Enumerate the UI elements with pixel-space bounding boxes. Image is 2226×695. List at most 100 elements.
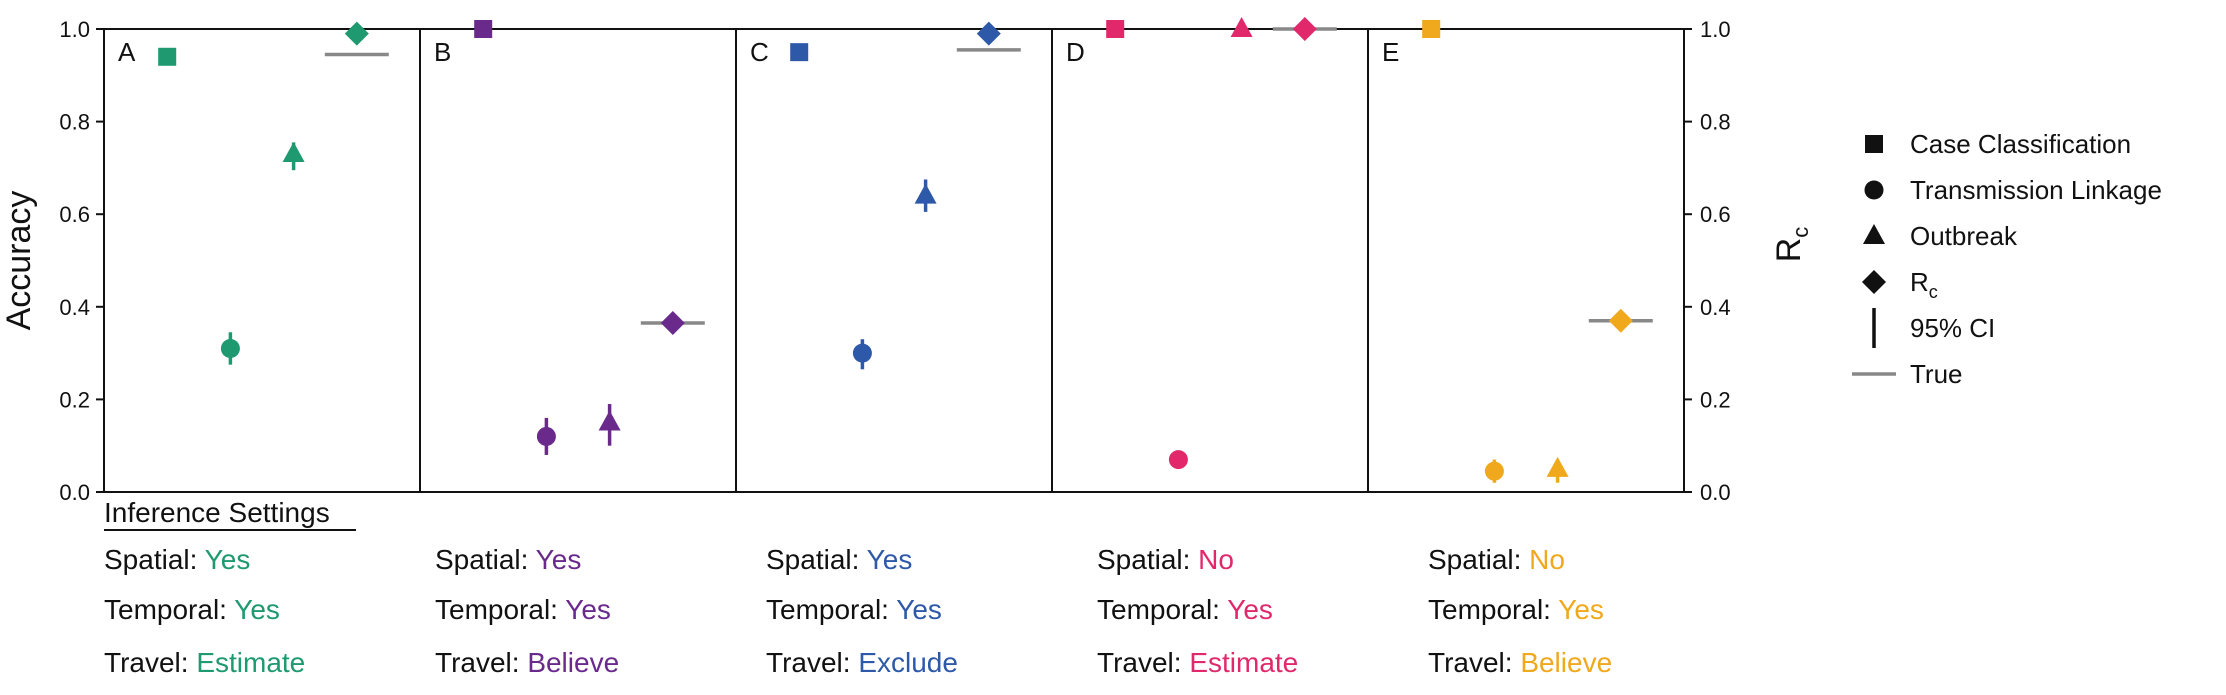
right-tick-label: 0.4 [1700, 295, 1731, 320]
settings-spatial-label: Spatial: [1428, 544, 1529, 575]
settings-spatial-value: No [1529, 544, 1565, 575]
panel-e-transmission-linkage-point [1484, 461, 1504, 481]
settings-travel-value: Estimate [1189, 647, 1298, 678]
settings-spatial-value: No [1198, 544, 1234, 575]
right-tick-label: 0.8 [1700, 110, 1731, 135]
panel-letter-c: C [750, 37, 769, 67]
panel-e-rc-point [1608, 308, 1633, 333]
legend: Case Classification Transmission Linkage O… [1852, 129, 2162, 389]
settings-travel-label: Travel: [1097, 647, 1189, 678]
legend-circle-icon [1864, 180, 1884, 200]
settings-temporal-e: Temporal: Yes [1428, 594, 1604, 625]
panel-d-transmission-linkage-point [1168, 450, 1188, 470]
y2-axis-label: Rc [1770, 227, 1813, 263]
panel-c-rc-point [976, 21, 1001, 46]
right-tick-label: 0.2 [1700, 387, 1731, 412]
panel-b-rc-point [660, 311, 685, 336]
settings-temporal-label: Temporal: [1428, 594, 1558, 625]
panels-layer: A B C D E [103, 28, 1685, 493]
left-tick-label: 0.4 [59, 295, 90, 320]
settings-spatial-label: Spatial: [766, 544, 867, 575]
right-tick-label: 0.6 [1700, 202, 1731, 227]
panel-frame-b [419, 28, 737, 493]
settings-travel-value: Believe [1520, 647, 1612, 678]
panel-b-outbreak-point [598, 410, 621, 431]
panel-c-outbreak-point [914, 183, 937, 204]
settings-travel-label: Travel: [104, 647, 196, 678]
panel-letter-d: D [1066, 37, 1085, 67]
settings-travel-value: Estimate [196, 647, 305, 678]
legend-label-outbreak: Outbreak [1910, 221, 2018, 251]
legend-label-subscript: c [1929, 282, 1938, 302]
settings-heading: Inference Settings [104, 497, 330, 528]
panel-letter-e: E [1382, 37, 1399, 67]
legend-label-case-classification: Case Classification [1910, 129, 2131, 159]
panel-frame-d [1051, 28, 1369, 493]
settings-spatial-value: Yes [867, 544, 913, 575]
panel-b-case-classification-point [474, 20, 493, 38]
legend-label-transmission-linkage: Transmission Linkage [1910, 175, 2162, 205]
settings-temporal-b: Temporal: Yes [435, 594, 611, 625]
y-axis-label: Accuracy [0, 191, 38, 331]
settings-temporal-value: Yes [1227, 594, 1273, 625]
settings-temporal-label: Temporal: [104, 594, 234, 625]
panel-c-transmission-linkage-point [852, 343, 872, 363]
settings-temporal-label: Temporal: [435, 594, 565, 625]
right-tick-label: 0.0 [1700, 480, 1731, 505]
panel-frame-e [1367, 28, 1685, 493]
panel-frame-c [735, 28, 1053, 493]
settings-temporal-value: Yes [1558, 594, 1604, 625]
panel-e-case-classification-point [1422, 20, 1441, 38]
settings-spatial-value: Yes [205, 544, 251, 575]
panel-d-case-classification-point [1106, 20, 1125, 38]
settings-temporal-label: Temporal: [1097, 594, 1227, 625]
settings-temporal-a: Temporal: Yes [104, 594, 280, 625]
legend-label-95-ci: 95% CI [1910, 313, 1995, 343]
panel-a-outbreak-point [282, 142, 305, 163]
settings-spatial-value: Yes [536, 544, 582, 575]
settings-spatial-label: Spatial: [1097, 544, 1198, 575]
panel-letter-a: A [118, 37, 136, 67]
settings-travel-value: Exclude [858, 647, 958, 678]
panel-a-rc-point [344, 21, 369, 46]
left-tick-label: 1.0 [59, 17, 90, 42]
settings-spatial-a: Spatial: Yes [104, 544, 250, 575]
settings-spatial-c: Spatial: Yes [766, 544, 912, 575]
panel-letter-b: B [434, 37, 451, 67]
settings-temporal-value: Yes [234, 594, 280, 625]
legend-triangle-icon [1863, 224, 1885, 244]
settings-spatial-d: Spatial: No [1097, 544, 1234, 575]
settings-temporal-d: Temporal: Yes [1097, 594, 1273, 625]
left-tick-label: 0.2 [59, 387, 90, 412]
settings-travel-e: Travel: Believe [1428, 647, 1612, 678]
panel-c-case-classification-point [790, 43, 809, 62]
legend-diamond-icon [1862, 270, 1886, 294]
legend-label-r: Rc [1910, 267, 1938, 302]
marks-layer [158, 17, 1653, 483]
panel-b-transmission-linkage-point [536, 426, 556, 446]
settings-travel-d: Travel: Estimate [1097, 647, 1298, 678]
panel-e-outbreak-point [1546, 456, 1569, 477]
y2-axis-label-subscript: c [1788, 227, 1813, 238]
settings-spatial-label: Spatial: [104, 544, 205, 575]
settings-travel-label: Travel: [766, 647, 858, 678]
settings-travel-value: Believe [527, 647, 619, 678]
settings-travel-b: Travel: Believe [435, 647, 619, 678]
settings-spatial-e: Spatial: No [1428, 544, 1565, 575]
settings-travel-c: Travel: Exclude [766, 647, 958, 678]
settings-spatial-label: Spatial: [435, 544, 536, 575]
settings-travel-label: Travel: [1428, 647, 1520, 678]
left-tick-label: 0.8 [59, 110, 90, 135]
panel-a-transmission-linkage-point [220, 338, 240, 358]
settings-travel-a: Travel: Estimate [104, 647, 305, 678]
settings-temporal-value: Yes [565, 594, 611, 625]
panel-a-case-classification-point [158, 47, 177, 66]
left-tick-label: 0.6 [59, 202, 90, 227]
axes-layer: 0.0 0.0 0.2 0.2 0.4 0.4 0.6 0.6 0.8 0.8 1.0 1.0 Accu… [0, 17, 1813, 505]
settings-temporal-c: Temporal: Yes [766, 594, 942, 625]
settings-spatial-b: Spatial: Yes [435, 544, 581, 575]
panel-d-outbreak-point [1230, 17, 1253, 37]
settings-travel-label: Travel: [435, 647, 527, 678]
